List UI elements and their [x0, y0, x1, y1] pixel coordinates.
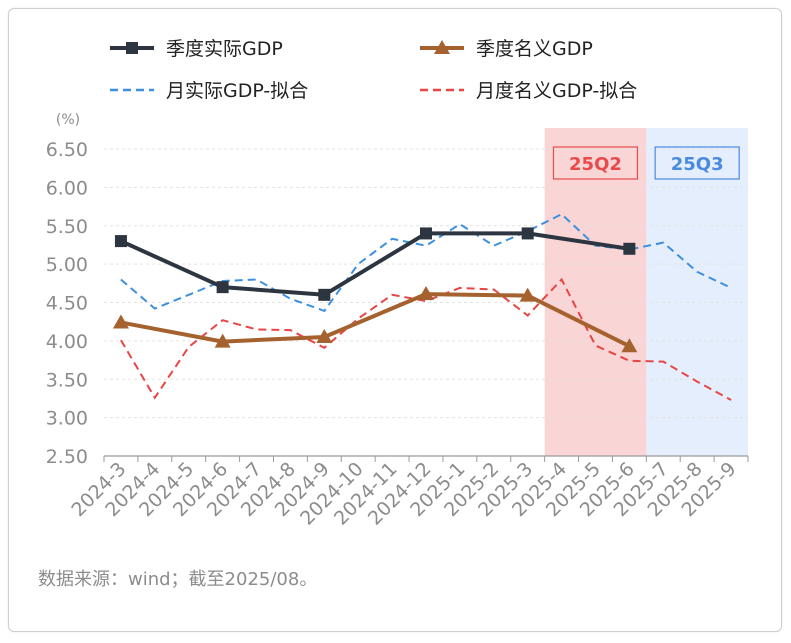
series-line-月实际GDP-拟合 [120, 212, 732, 313]
data-point [112, 314, 129, 329]
y-tick-label: 3.00 [46, 408, 88, 430]
data-point [318, 288, 331, 301]
data-point [216, 281, 229, 294]
data-point [420, 227, 432, 240]
legend-label-月实际GDP-拟合: 月实际GDP-拟合 [166, 80, 308, 102]
data-point [519, 287, 536, 302]
data-point [623, 242, 636, 255]
shaded-region-25Q3 [646, 128, 748, 456]
source-note: 数据来源：wind；截至2025/08。 [38, 569, 317, 590]
legend-marker [434, 40, 450, 54]
region-tag-box-25Q2 [552, 146, 639, 180]
legend-marker [126, 42, 138, 54]
data-point [418, 286, 434, 301]
legend-label-季度名义GDP: 季度名义GDP [476, 38, 593, 60]
shaded-region-25Q2 [544, 128, 647, 456]
region-tag-box-25Q3 [654, 146, 740, 180]
y-tick-label: 4.50 [46, 293, 88, 315]
series-line-季度实际GDP [120, 231, 630, 297]
legend-label-月度名义GDP-拟合: 月度名义GDP-拟合 [476, 80, 637, 102]
data-point [316, 329, 333, 344]
data-point [114, 235, 127, 248]
data-point [521, 227, 534, 240]
y-tick-label: 6.00 [46, 177, 88, 199]
y-tick-label: 6.50 [46, 139, 88, 161]
y-tick-label: 2.50 [46, 446, 88, 468]
legend-label-季度实际GDP: 季度实际GDP [166, 38, 283, 60]
region-tag-25Q2: 25Q2 [569, 154, 622, 175]
y-tick-label: 4.00 [46, 331, 88, 353]
y-tick-label: 5.00 [46, 254, 88, 276]
series-line-季度名义GDP [120, 292, 631, 348]
series-line-月度名义GDP-拟合 [120, 277, 732, 401]
y-unit-label: (%) [56, 112, 80, 128]
y-tick-label: 5.50 [46, 216, 88, 238]
data-point [621, 338, 638, 353]
y-tick-label: 3.50 [46, 369, 88, 391]
region-tag-25Q3: 25Q3 [671, 154, 724, 175]
data-point [214, 333, 231, 348]
